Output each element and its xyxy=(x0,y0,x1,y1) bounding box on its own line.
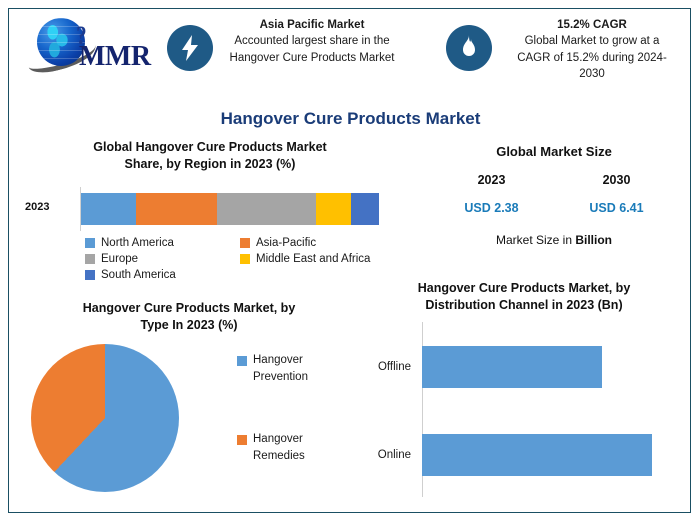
asia-sub-line-2: Hangover Cure Products Market xyxy=(229,51,395,64)
header-asia-pacific-block: Asia Pacific Market Accounted largest sh… xyxy=(167,17,402,83)
distribution-label-offline: Offline xyxy=(377,361,411,373)
region-share-title: Global Hangover Cure Products Market Sha… xyxy=(25,139,395,174)
lightning-bolt-icon xyxy=(167,25,213,71)
region-share-title-line-2: Share, by Region in 2023 (%) xyxy=(124,157,296,172)
region-legend-label: Middle East and Africa xyxy=(256,253,371,265)
legend-swatch-icon xyxy=(237,435,247,446)
asia-headline: Asia Pacific Market xyxy=(259,19,365,31)
type-legend-item: Hangover Remedies xyxy=(237,431,308,464)
legend-swatch-icon xyxy=(240,238,250,248)
region-legend-label: Europe xyxy=(101,253,139,265)
infographic-frame: ? MMR Asia Pacific Market Accounted larg… xyxy=(8,8,691,513)
distribution-bar-offline xyxy=(422,346,602,388)
type-share-pie-chart xyxy=(31,344,179,492)
region-legend-item: North America xyxy=(85,237,240,249)
globe-grid-icon xyxy=(37,18,85,66)
type-legend-label: Hangover Remedies xyxy=(253,433,305,463)
region-segment-asia-pacific xyxy=(136,193,217,225)
distribution-row-online: Online xyxy=(359,434,689,476)
region-axis-line xyxy=(80,187,81,231)
distribution-label-online: Online xyxy=(377,449,411,461)
type-legend-label: Hangover Prevention xyxy=(253,354,308,383)
logo-wordmark: MMR xyxy=(79,41,151,72)
cagr-sub-line-2: CAGR of 15.2% during 2024- xyxy=(517,51,667,64)
type-share-pie-wrap xyxy=(31,344,186,499)
cagr-sub-line-1: Global Market to grow at a xyxy=(524,35,660,48)
distribution-bar-online xyxy=(422,434,652,476)
global-market-size-values: USD 2.38 USD 6.41 xyxy=(429,201,679,215)
region-legend-item: Middle East and Africa xyxy=(240,253,395,265)
region-share-panel: Global Hangover Cure Products Market Sha… xyxy=(25,139,395,284)
legend-swatch-icon xyxy=(85,254,95,264)
distribution-title-line-1: Hangover Cure Products Market, by xyxy=(417,281,631,295)
distribution-title-line-2: Distribution Channel in 2023 (Bn) xyxy=(425,298,623,313)
region-stacked-bar xyxy=(81,193,379,225)
header-bar: ? MMR Asia Pacific Market Accounted larg… xyxy=(9,9,692,89)
market-size-unit-note: Market Size in Billion xyxy=(429,233,679,247)
market-size-year-2030: 2030 xyxy=(602,173,631,187)
global-market-size-title: Global Market Size xyxy=(496,144,612,159)
legend-swatch-icon xyxy=(85,238,95,248)
market-size-year-2023: 2023 xyxy=(477,173,506,187)
legend-swatch-icon xyxy=(237,356,247,366)
region-segment-europe xyxy=(216,193,317,225)
region-segment-south-america xyxy=(350,193,379,225)
mmr-logo: ? MMR xyxy=(24,15,162,81)
header-asia-pacific-text: Asia Pacific Market Accounted largest sh… xyxy=(223,17,401,66)
type-share-title: Hangover Cure Products Market, by Type I… xyxy=(19,300,359,335)
legend-swatch-icon xyxy=(240,254,250,264)
region-legend-item: South America xyxy=(85,269,240,281)
type-share-title-line-1: Hangover Cure Products Market, by xyxy=(82,301,296,315)
distribution-channel-chart: Offline Online xyxy=(359,322,689,497)
header-cagr-text: 15.2% CAGR Global Market to grow at a CA… xyxy=(502,17,682,82)
region-legend-item: Europe xyxy=(85,253,240,265)
region-legend-label: South America xyxy=(101,269,176,281)
distribution-axis-line xyxy=(422,322,423,497)
distribution-channel-panel: Hangover Cure Products Market, by Distri… xyxy=(359,274,689,509)
type-legend-item: Hangover Prevention xyxy=(237,352,308,385)
type-share-panel: Hangover Cure Products Market, by Type I… xyxy=(19,294,359,509)
cagr-headline: 15.2% CAGR xyxy=(557,19,627,31)
page-title: Hangover Cure Products Market xyxy=(220,109,481,128)
region-legend-label: Asia-Pacific xyxy=(256,237,317,249)
region-category-label: 2023 xyxy=(25,201,50,213)
logo-q-mark: ? xyxy=(76,21,87,50)
region-segment-middle-east-and-africa xyxy=(316,193,351,225)
global-market-size-years: 2023 2030 xyxy=(429,173,679,187)
market-size-value-2023: USD 2.38 xyxy=(464,201,519,215)
distribution-row-offline: Offline xyxy=(359,346,689,388)
type-share-legend: Hangover Prevention Hangover Remedies xyxy=(237,352,308,511)
cagr-sub-line-3: 2030 xyxy=(579,67,605,80)
market-size-unit-prefix: Market Size in xyxy=(495,233,576,247)
globe-icon xyxy=(37,18,85,66)
legend-swatch-icon xyxy=(85,270,95,280)
global-market-size-panel: Global Market Size 2023 2030 USD 2.38 US… xyxy=(429,144,679,247)
header-cagr-block: 15.2% CAGR Global Market to grow at a CA… xyxy=(446,17,686,83)
asia-sub-line-1: Accounted largest share in the xyxy=(234,35,390,48)
region-share-chart: 2023 xyxy=(25,187,395,231)
type-share-title-line-2: Type In 2023 (%) xyxy=(140,318,238,333)
market-size-value-2030: USD 6.41 xyxy=(589,201,644,215)
region-legend-item: Asia-Pacific xyxy=(240,237,395,249)
region-segment-north-america xyxy=(81,193,137,225)
region-legend-label: North America xyxy=(101,237,174,249)
market-size-unit-bold: Billion xyxy=(575,233,613,247)
region-share-title-line-1: Global Hangover Cure Products Market xyxy=(93,140,327,154)
distribution-channel-title: Hangover Cure Products Market, by Distri… xyxy=(359,280,689,315)
region-legend: North America Asia-Pacific Europe Middle Ea… xyxy=(85,237,395,285)
flame-icon xyxy=(446,25,492,71)
